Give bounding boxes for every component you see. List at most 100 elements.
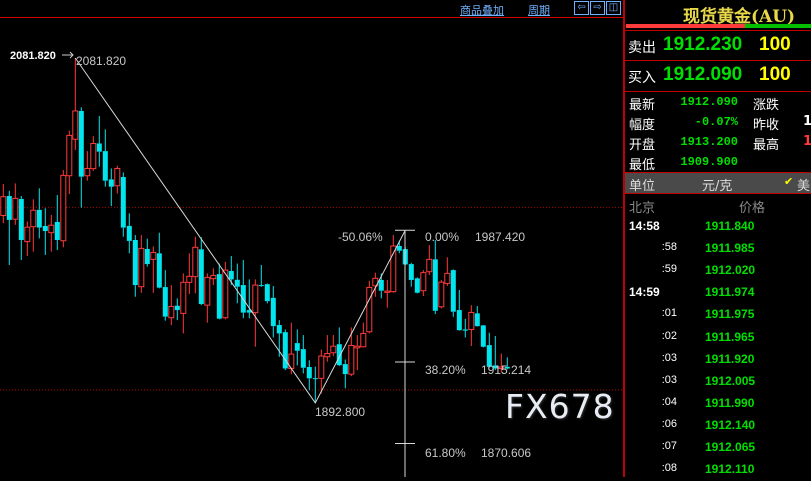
- candle-body: [228, 271, 234, 280]
- candle: [60, 170, 67, 248]
- candle-body: [180, 281, 187, 314]
- tick-time: :01: [661, 307, 677, 320]
- candle: [222, 261, 229, 320]
- stat-label-change: 涨跌: [753, 98, 780, 113]
- candle: [0, 183, 7, 224]
- candle: [42, 208, 48, 255]
- candle-body: [444, 272, 451, 284]
- candle: [330, 335, 337, 357]
- tick-time: :03: [661, 373, 677, 386]
- candle-body: [222, 269, 229, 319]
- tick-price: 1912.020: [705, 263, 756, 278]
- fib-value-0: 1987.420: [475, 230, 525, 244]
- sell-label: 卖出: [628, 40, 656, 56]
- candle: [102, 129, 108, 187]
- candle: [492, 335, 498, 371]
- candle-body: [474, 313, 480, 327]
- arrow-icon: [69, 51, 74, 59]
- candle-body: [66, 134, 73, 177]
- candle-body: [198, 249, 204, 305]
- buy-price[interactable]: 1912.090: [663, 64, 743, 85]
- candle: [324, 335, 331, 362]
- candle-body: [144, 248, 150, 265]
- layout-icon[interactable]: ◫: [606, 1, 621, 15]
- candle: [282, 329, 288, 371]
- candle: [240, 260, 246, 319]
- watermark: FX678: [505, 387, 615, 426]
- candle-body: [96, 143, 102, 152]
- low-point-label: 1892.800: [315, 405, 365, 419]
- candle-body: [450, 270, 456, 312]
- stat-value-prev-close: 19: [803, 114, 811, 129]
- candle-body: [6, 196, 12, 220]
- panel-divider: [623, 0, 625, 477]
- candle-body: [162, 287, 168, 317]
- candle-body: [84, 167, 91, 177]
- stat-label-latest: 最新: [629, 98, 656, 113]
- candle-body: [318, 355, 325, 379]
- buy-label: 买入: [628, 70, 656, 86]
- tick-price: 1911.990: [705, 395, 755, 410]
- candle-body: [174, 305, 180, 311]
- unit-option-usd[interactable]: 美: [797, 179, 811, 194]
- candle-body: [78, 110, 84, 177]
- candle-body: [414, 278, 420, 293]
- candlestick-chart[interactable]: 2081.820 2081.820 1892.800 -50.06% 0.00%…: [0, 0, 624, 477]
- candle-body: [234, 279, 240, 287]
- candle-body: [348, 344, 355, 375]
- candle-body: [366, 286, 373, 333]
- tick-price: 1911.840: [705, 219, 755, 233]
- fib-value-1: 1915.214: [481, 363, 531, 377]
- candle-body: [48, 224, 55, 234]
- divider: [625, 172, 811, 173]
- overlay-button[interactable]: 商品叠加: [460, 4, 504, 17]
- candle: [426, 245, 433, 276]
- tick-time: :02: [661, 329, 677, 342]
- candle-body: [384, 290, 391, 293]
- stat-value-open: 1913.200: [680, 135, 738, 149]
- tick-price: 1912.110: [705, 462, 755, 477]
- instrument-title: 现货黄金(AU): [683, 7, 796, 27]
- candle: [12, 183, 19, 225]
- period-button[interactable]: 周期: [528, 4, 550, 17]
- divider: [625, 91, 811, 92]
- candle-body: [408, 264, 414, 280]
- candle: [294, 329, 300, 366]
- arrow-left-icon[interactable]: ⇦: [574, 1, 589, 15]
- stat-label-high: 最高: [753, 138, 780, 153]
- candle: [120, 172, 126, 237]
- candle-body: [270, 297, 276, 327]
- tick-time: :58: [661, 241, 677, 254]
- candle: [486, 332, 492, 368]
- candle: [90, 136, 97, 171]
- candle-body: [126, 225, 132, 241]
- candle-body: [252, 284, 259, 314]
- candle: [414, 277, 420, 294]
- check-icon[interactable]: ✔: [784, 175, 794, 188]
- candle: [348, 327, 355, 377]
- candle: [246, 279, 252, 319]
- candle: [264, 283, 270, 304]
- candle: [180, 273, 187, 334]
- candle-body: [60, 174, 67, 242]
- candle-body: [156, 253, 162, 288]
- arrow-right-icon[interactable]: ⇨: [590, 1, 605, 15]
- price-chart[interactable]: 2081.820 2081.820 1892.800 -50.06% 0.00%…: [0, 0, 624, 477]
- candle: [204, 273, 211, 323]
- candle-body: [498, 366, 505, 369]
- candle: [138, 235, 145, 293]
- tick-price: 1912.005: [705, 373, 756, 388]
- candle: [228, 256, 234, 286]
- candle-body: [42, 225, 48, 232]
- candle-body: [282, 332, 288, 369]
- candle-body: [276, 325, 282, 334]
- sell-price[interactable]: 1912.230: [663, 34, 743, 55]
- candle-body: [492, 365, 498, 369]
- candle: [366, 280, 373, 334]
- candle-body: [504, 366, 510, 369]
- candle-body: [36, 209, 42, 228]
- unit-value[interactable]: 元/克: [702, 179, 733, 194]
- tick-price: 1912.065: [705, 440, 756, 454]
- candle-body: [210, 274, 217, 280]
- stat-value-high: 19: [803, 134, 811, 149]
